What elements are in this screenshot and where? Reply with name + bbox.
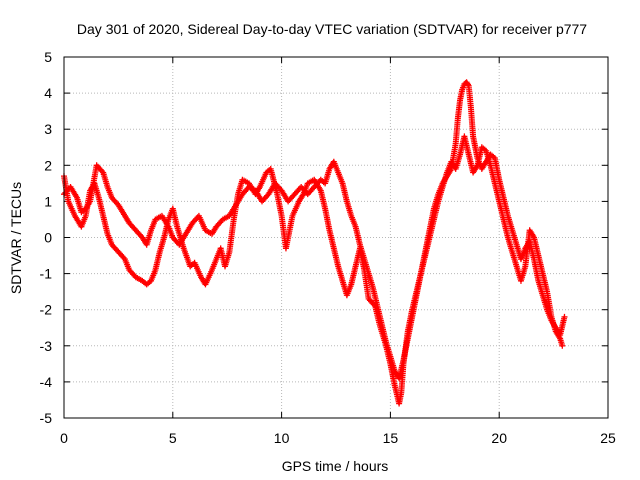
chart-title: Day 301 of 2020, Sidereal Day-to-day VTE… bbox=[77, 21, 587, 37]
plus-marker bbox=[465, 81, 472, 88]
x-tick-label: 15 bbox=[383, 430, 399, 446]
y-tick-label: 2 bbox=[44, 157, 52, 173]
plot-frame bbox=[63, 56, 609, 419]
x-tick-label: 0 bbox=[60, 430, 68, 446]
y-tick-label: 5 bbox=[44, 49, 52, 65]
plus-marker bbox=[561, 313, 568, 320]
data-points bbox=[61, 79, 568, 407]
y-tick-label: 3 bbox=[44, 121, 52, 137]
y-tick-label: -2 bbox=[40, 302, 53, 318]
y-tick-label: -5 bbox=[40, 410, 53, 426]
axis-ticks: 0 5 10 15 20 25 -5 -4 -3 -2 -1 0 1 2 3 4 5 bbox=[40, 49, 616, 446]
x-tick-label: 20 bbox=[491, 430, 507, 446]
y-tick-label: 0 bbox=[44, 230, 52, 246]
x-tick-label: 5 bbox=[169, 430, 177, 446]
x-tick-label: 10 bbox=[274, 430, 290, 446]
y-tick-label: -3 bbox=[40, 338, 53, 354]
y-tick-label: 4 bbox=[44, 85, 52, 101]
y-tick-label: 1 bbox=[44, 193, 52, 209]
y-axis-label: SDTVAR / TECUs bbox=[8, 182, 24, 294]
y-tick-label: -4 bbox=[40, 374, 53, 390]
plus-marker bbox=[559, 342, 566, 349]
x-axis-label: GPS time / hours bbox=[282, 458, 389, 474]
x-tick-label: 25 bbox=[600, 430, 616, 446]
y-tick-label: -1 bbox=[40, 266, 53, 282]
